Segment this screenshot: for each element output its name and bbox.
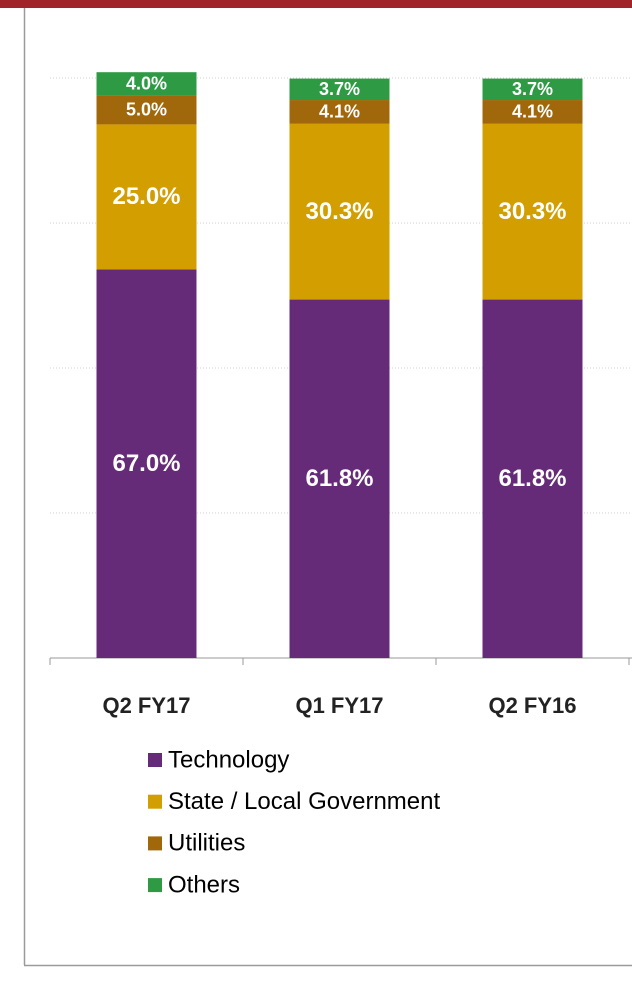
value-label: 3.7% [512,79,553,99]
bar-segment [482,123,583,300]
value-label: 4.0% [126,74,167,94]
bar-segment [289,78,390,101]
value-label: 25.0% [112,183,180,210]
x-tick-label: Q1 FY17 [295,693,383,718]
value-label: 61.8% [498,465,566,492]
legend-swatch [148,794,162,809]
bar-segment [482,78,583,101]
header-bar [0,0,632,8]
legend-label: Others [168,871,240,898]
bar-segment [96,124,197,270]
x-tick-label: Q2 FY16 [488,693,576,718]
bar-segment [482,100,583,124]
value-label: 5.0% [126,100,167,120]
bar-segment [96,95,197,125]
value-label: 30.3% [305,198,373,225]
value-label: 30.3% [498,198,566,225]
legend-swatch [148,753,162,767]
bar-segment [96,72,197,96]
bar-segment [289,123,390,300]
bar-segment [289,299,390,658]
value-label: 3.7% [319,79,360,99]
bar-segment [96,269,197,658]
legend-swatch [148,878,162,893]
value-label: 4.1% [319,102,360,122]
legend-label: Utilities [168,830,245,857]
bar-segment [289,100,390,124]
x-tick-label: Q2 FY17 [102,693,190,718]
legend-swatch [148,836,162,851]
legend-label: Technology [168,746,289,773]
bar-segment [482,299,583,658]
value-label: 4.1% [512,102,553,122]
value-label: 67.0% [112,450,180,477]
legend-label: State / Local Government [168,788,440,815]
value-label: 61.8% [305,465,373,492]
